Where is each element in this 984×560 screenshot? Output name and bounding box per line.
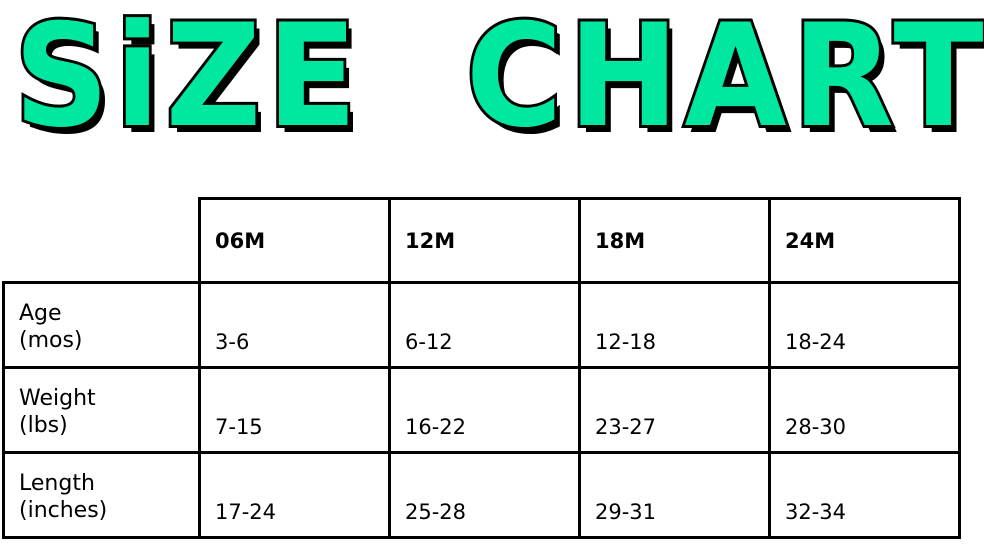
row-unit: (lbs) bbox=[19, 413, 68, 438]
page-title: SiZE CHART bbox=[11, 0, 984, 162]
table-cell: 16-22 bbox=[388, 366, 581, 454]
column-header: 24M bbox=[768, 197, 961, 284]
row-label: Length bbox=[19, 471, 95, 496]
size-table: 06M 12M 18M 24M Age (mos) 3-6 6-12 12-18 … bbox=[2, 197, 961, 539]
table-header-row: 06M 12M 18M 24M bbox=[3, 197, 961, 284]
column-header: 12M bbox=[388, 197, 581, 284]
table-cell: 29-31 bbox=[578, 451, 771, 539]
table-cell: 18-24 bbox=[768, 281, 961, 369]
table-row: Weight (lbs) 7-15 16-22 23-27 28-30 bbox=[2, 366, 961, 454]
table-cell: 32-34 bbox=[768, 451, 961, 539]
table-cell: 23-27 bbox=[578, 366, 771, 454]
row-label: Weight bbox=[19, 386, 96, 411]
table-cell: 6-12 bbox=[388, 281, 581, 369]
table-cell: 25-28 bbox=[388, 451, 581, 539]
table-cell: 28-30 bbox=[768, 366, 961, 454]
row-header: Weight (lbs) bbox=[2, 366, 201, 454]
table-cell: 3-6 bbox=[198, 281, 391, 369]
row-label: Age bbox=[19, 301, 62, 326]
table-cell: 17-24 bbox=[198, 451, 391, 539]
corner-cell bbox=[3, 198, 201, 284]
table-cell: 12-18 bbox=[578, 281, 771, 369]
row-header: Age (mos) bbox=[2, 281, 201, 369]
column-header: 06M bbox=[198, 197, 391, 284]
table-row: Length (inches) 17-24 25-28 29-31 32-34 bbox=[2, 451, 961, 539]
row-header: Length (inches) bbox=[2, 451, 201, 539]
row-unit: (mos) bbox=[19, 328, 83, 353]
table-row: Age (mos) 3-6 6-12 12-18 18-24 bbox=[2, 281, 961, 369]
row-unit: (inches) bbox=[19, 498, 108, 523]
table-cell: 7-15 bbox=[198, 366, 391, 454]
column-header: 18M bbox=[578, 197, 771, 284]
